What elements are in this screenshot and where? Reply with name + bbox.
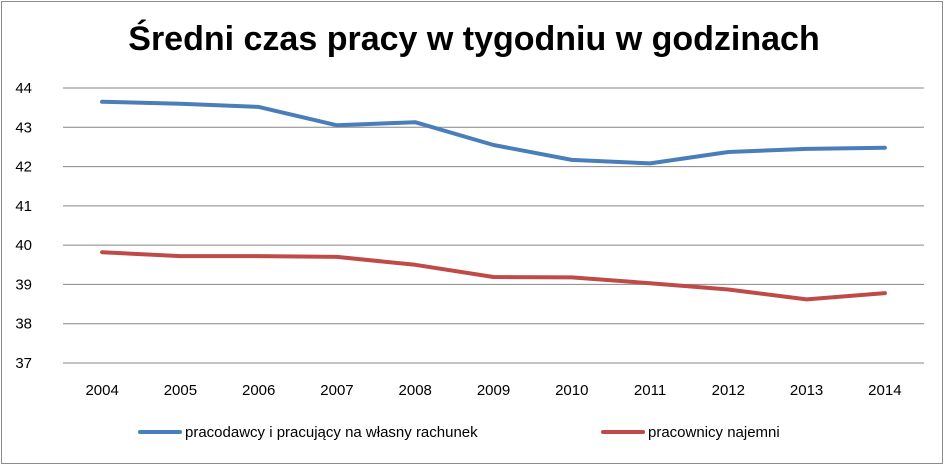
- x-tick-label-2006: 2006: [242, 382, 275, 399]
- x-tick-label-2014: 2014: [868, 382, 901, 399]
- y-axis-ticks: 37 38 39 40 41 42 43 44: [15, 80, 32, 372]
- y-tick-label-41: 41: [15, 198, 32, 215]
- legend: pracodawcy i pracujący na własny rachune…: [138, 424, 780, 441]
- chart-title: Średni czas pracy w tygodniu w godzinach: [128, 20, 819, 58]
- y-tick-label-44: 44: [15, 80, 32, 97]
- series-line-2: [100, 250, 887, 302]
- y-tick-label-39: 39: [15, 276, 32, 293]
- x-tick-label-2012: 2012: [712, 382, 745, 399]
- x-tick-label-2009: 2009: [477, 382, 510, 399]
- x-tick-label-2010: 2010: [555, 382, 588, 399]
- series-line-1: [100, 99, 887, 166]
- legend-label-2: pracownicy najemni: [648, 424, 780, 441]
- grid-lines: [63, 87, 924, 364]
- x-tick-label-2013: 2013: [790, 382, 823, 399]
- x-tick-label-2004: 2004: [85, 382, 118, 399]
- y-tick-label-40: 40: [15, 237, 32, 254]
- x-axis-ticks: 2004 2005 2006 2007 2008 2009 2010 2011 2012 2013…: [85, 382, 901, 399]
- y-tick-label-37: 37: [15, 355, 32, 372]
- x-tick-label-2008: 2008: [399, 382, 432, 399]
- x-tick-label-2005: 2005: [164, 382, 197, 399]
- y-tick-label-43: 43: [15, 119, 32, 136]
- x-tick-label-2011: 2011: [634, 382, 666, 399]
- y-tick-label-38: 38: [15, 316, 32, 333]
- series-lines: [100, 99, 887, 302]
- y-tick-label-42: 42: [15, 159, 32, 176]
- legend-label-1: pracodawcy i pracujący na własny rachune…: [185, 424, 478, 441]
- x-tick-label-2007: 2007: [320, 382, 353, 399]
